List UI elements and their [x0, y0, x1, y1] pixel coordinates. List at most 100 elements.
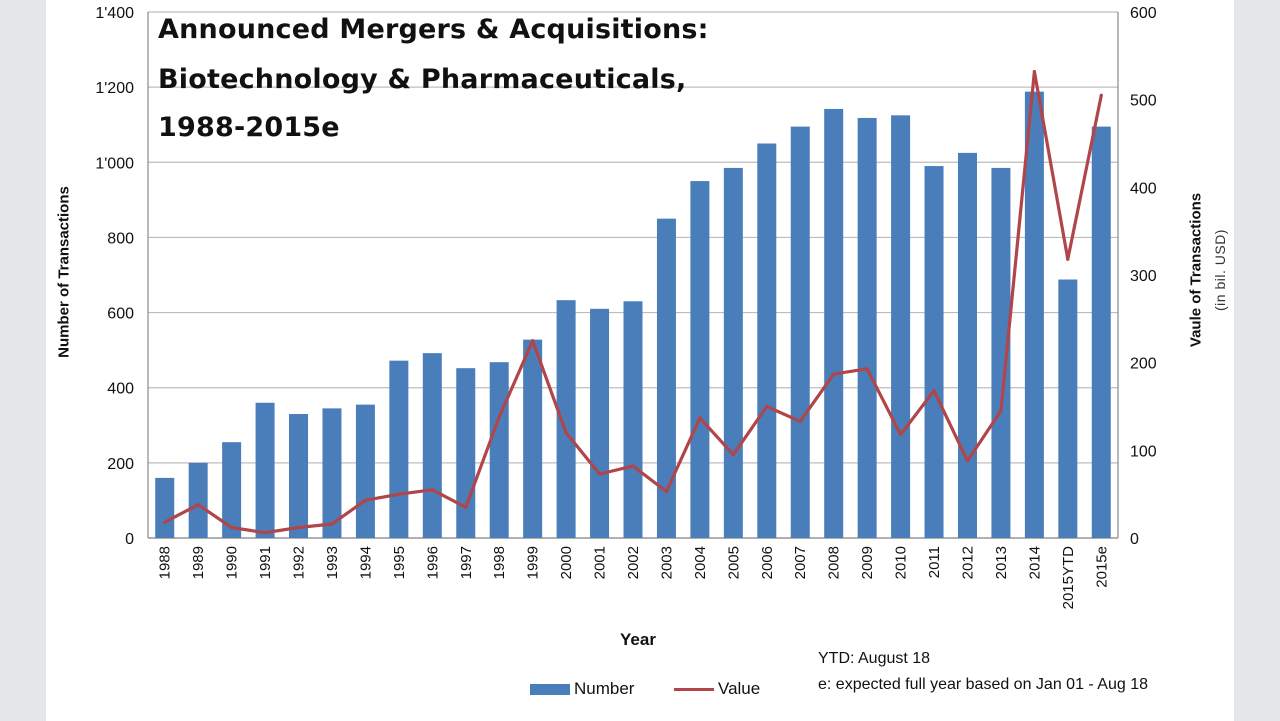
left-tick-label: 1'400	[95, 5, 134, 22]
chart-title-line-1: Announced Mergers & Acquisitions:	[158, 14, 709, 45]
bar-2015YTD	[1058, 279, 1078, 538]
bar-2014	[1024, 91, 1044, 538]
right-tick-label: 600	[1130, 5, 1157, 22]
value-point-1995	[397, 492, 401, 496]
x-tick-label: 1991	[257, 546, 274, 579]
bar-1999	[523, 339, 543, 538]
x-tick-label: 1996	[424, 546, 441, 579]
value-point-1993	[330, 522, 334, 526]
left-tick-label: 1'200	[95, 80, 134, 97]
bar-2009	[857, 117, 877, 539]
value-point-2014	[1032, 70, 1036, 74]
x-tick-label: 1993	[324, 546, 341, 579]
x-tick-label: 2009	[859, 546, 876, 579]
value-point-2002	[631, 464, 635, 468]
value-point-2007	[798, 419, 802, 424]
right-tick-label: 0	[1130, 531, 1139, 548]
value-point-1994	[363, 498, 368, 502]
chart-title-line-2: Biotechnology & Pharmaceuticals,	[158, 64, 687, 95]
value-point-2006	[765, 404, 769, 409]
left-tick-label: 1'000	[95, 155, 134, 172]
x-tick-label: 2006	[759, 546, 776, 579]
x-tick-label: 2010	[893, 546, 910, 579]
right-tick-label: 400	[1130, 180, 1157, 197]
value-point-1998	[497, 415, 501, 419]
value-point-1997	[464, 505, 468, 509]
value-point-2004	[698, 416, 702, 420]
x-tick-label: 2012	[959, 546, 976, 579]
x-axis-label: Year	[620, 630, 656, 649]
bar-1995	[389, 360, 409, 538]
bar-2005	[723, 167, 743, 538]
bar-2012	[957, 152, 977, 538]
bar-2002	[623, 301, 643, 538]
x-tick-label: 2001	[592, 546, 609, 579]
left-tick-label: 200	[107, 456, 134, 473]
bar-1988	[155, 477, 175, 538]
x-tick-label: 2015e	[1093, 546, 1110, 588]
bar-2008	[824, 108, 844, 538]
legend-item-value: Value	[674, 679, 760, 699]
x-tick-label: 2005	[725, 546, 742, 579]
bar-2000	[556, 300, 576, 538]
x-tick-label: 1995	[391, 546, 408, 579]
value-point-2013	[999, 409, 1003, 413]
value-point-2012	[965, 459, 970, 463]
bar-1992	[289, 414, 309, 538]
x-tick-label: 2002	[625, 546, 642, 579]
legend-swatch-number	[530, 683, 570, 695]
right-axis-label: Vaule of Transactions	[1187, 192, 1205, 348]
value-point-2005	[731, 453, 735, 457]
bar-1991	[255, 402, 275, 538]
bar-2013	[991, 167, 1011, 538]
left-tick-label: 800	[107, 230, 134, 247]
bar-1994	[355, 404, 375, 538]
x-tick-label: 2011	[926, 546, 943, 578]
x-tick-label: 1997	[458, 546, 475, 579]
legend-label-number: Number	[574, 679, 635, 698]
value-point-1999	[531, 339, 535, 343]
bar-1997	[456, 368, 476, 538]
value-point-2009	[865, 367, 869, 371]
value-point-2001	[597, 472, 602, 476]
bar-2001	[590, 308, 610, 538]
bar-2007	[790, 126, 810, 538]
bar-1998	[489, 362, 509, 538]
x-tick-label: 2015YTD	[1060, 546, 1077, 610]
value-point-2011	[932, 389, 936, 393]
x-tick-label: 2003	[658, 546, 675, 579]
x-tick-label: 2007	[792, 546, 809, 579]
legend-label-value: Value	[718, 679, 761, 698]
x-tick-label: 1988	[157, 546, 174, 579]
bar-2003	[656, 218, 676, 538]
x-tick-label: 1999	[525, 546, 542, 579]
x-tick-label: 1998	[491, 546, 508, 579]
value-point-1988	[163, 520, 167, 524]
value-point-1992	[296, 525, 301, 530]
value-point-2008	[832, 372, 836, 376]
right-tick-label: 200	[1130, 356, 1157, 373]
value-point-1991	[263, 531, 267, 535]
x-tick-label: 2014	[1026, 546, 1043, 579]
ytd-note: YTD: August 18	[818, 650, 931, 667]
bar-2015e	[1091, 126, 1111, 538]
bar-2011	[924, 166, 944, 539]
value-point-2000	[564, 431, 568, 435]
bar-2010	[891, 115, 911, 539]
legend-item-number: Number	[530, 679, 634, 699]
x-tick-label: 2008	[826, 546, 843, 579]
left-tick-label: 600	[107, 306, 134, 323]
value-point-2015e	[1099, 93, 1103, 97]
x-tick-label: 2004	[692, 546, 709, 579]
expected-note: e: expected full year based on Jan 01 - …	[818, 676, 1149, 693]
right-tick-label: 100	[1130, 443, 1157, 460]
value-point-2015YTD	[1066, 257, 1070, 261]
left-axis-label: Number of Transactions	[55, 186, 73, 358]
bar-2004	[690, 181, 710, 539]
chart-title-line-3: 1988-2015e	[158, 112, 340, 143]
legend-swatch-value	[674, 687, 714, 691]
left-tick-label: 0	[125, 531, 134, 548]
bar-1990	[222, 442, 242, 538]
x-tick-label: 1994	[357, 546, 374, 579]
